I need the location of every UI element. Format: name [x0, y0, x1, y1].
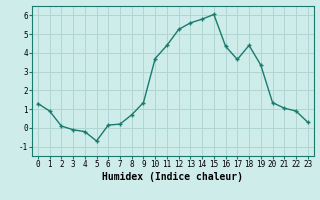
X-axis label: Humidex (Indice chaleur): Humidex (Indice chaleur): [102, 172, 243, 182]
